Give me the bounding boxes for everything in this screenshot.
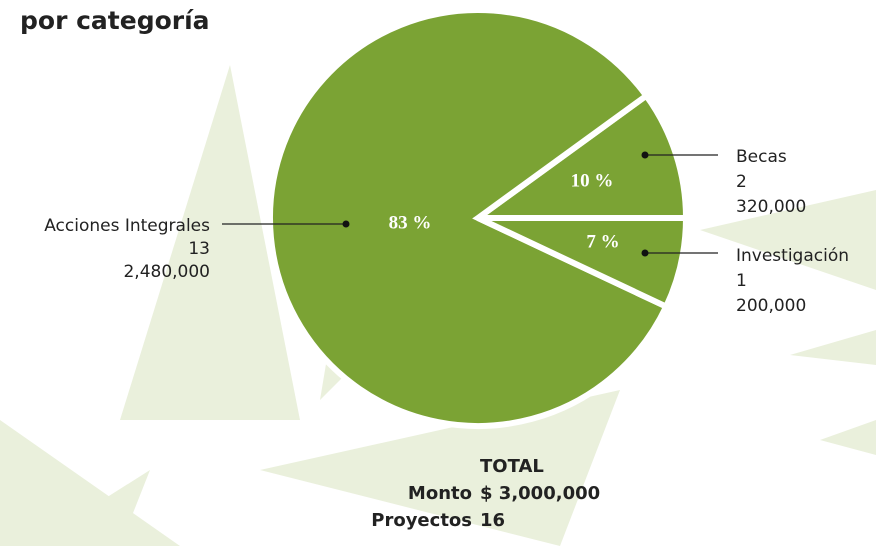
- pie: [270, 10, 686, 426]
- count-label: 1: [736, 271, 747, 291]
- count-label: 13: [188, 239, 210, 259]
- total-projects-label: Proyectos: [371, 510, 472, 531]
- amount-label: 200,000: [736, 296, 806, 316]
- category-label: Becas: [736, 147, 787, 167]
- total-amount: $ 3,000,000: [480, 483, 600, 504]
- category-label: Investigación: [736, 246, 849, 266]
- total-projects: 16: [480, 510, 505, 531]
- page: {"chart_data": {"type": "pie", "title": …: [0, 0, 876, 546]
- chart-title: por categoría: [20, 6, 210, 35]
- category-label: Acciones Integrales: [44, 216, 210, 236]
- bg-triangle: [790, 330, 876, 365]
- percent-label: 83 %: [389, 212, 432, 233]
- chart: por categoría TOTAL Monto $ 3,000,000 Pr…: [0, 0, 876, 546]
- percent-label: 7 %: [586, 231, 619, 252]
- percent-label: 10 %: [571, 170, 614, 191]
- count-label: 2: [736, 172, 747, 192]
- total-title: TOTAL: [480, 456, 544, 477]
- leader-dot: [343, 221, 350, 228]
- leader-dot: [642, 250, 649, 257]
- amount-label: 320,000: [736, 197, 806, 217]
- leader-dot: [642, 152, 649, 159]
- amount-label: 2,480,000: [123, 262, 210, 282]
- bg-triangle: [820, 420, 876, 455]
- total-amount-label: Monto: [408, 483, 472, 504]
